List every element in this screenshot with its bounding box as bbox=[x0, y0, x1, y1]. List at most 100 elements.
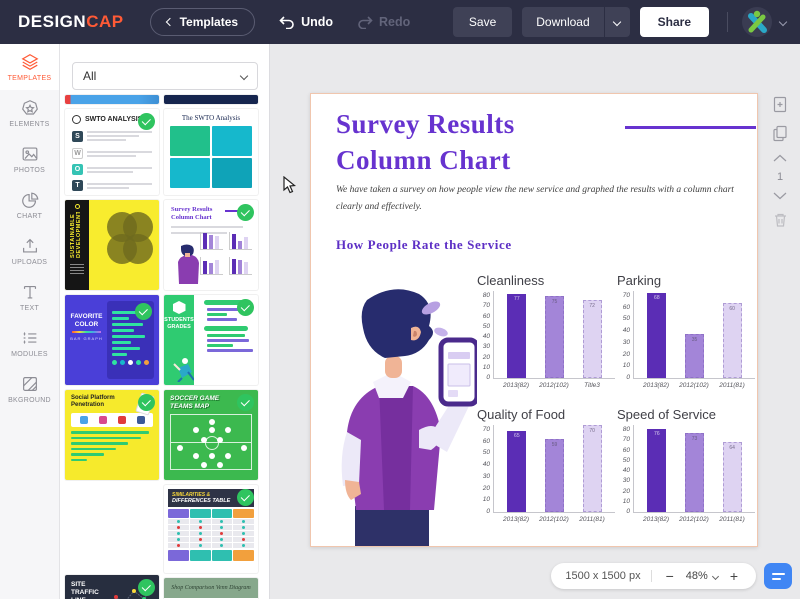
redo-button[interactable]: Redo bbox=[357, 15, 410, 29]
canvas-status-bar: 1500 x 1500 px − 48% + bbox=[551, 563, 756, 589]
instagram-icon bbox=[98, 416, 107, 424]
template-thumbnail-favorite-color[interactable]: FAVORITE COLOR BAR GRAPH bbox=[65, 295, 159, 385]
template-badge-icon bbox=[138, 394, 155, 411]
chart-plot-area: 76 73 64 bbox=[633, 425, 755, 513]
back-to-templates-button[interactable]: Templates bbox=[149, 8, 256, 36]
chart-bar[interactable]: 72 bbox=[582, 300, 602, 378]
template-thumbnail-survey-results[interactable]: Survey Results Column Chart bbox=[164, 200, 258, 290]
thumb-side-band: SUSTAINABLE DEVELOPMENT bbox=[65, 200, 89, 290]
hexagon-logo-icon bbox=[172, 301, 186, 314]
chart-title: Quality of Food bbox=[477, 407, 566, 422]
template-thumbnail-shop-comparison[interactable]: Shop Comparison Venn Diagram bbox=[164, 578, 258, 599]
add-page-icon[interactable] bbox=[772, 96, 788, 113]
design-canvas-page[interactable]: Survey Results Column Chart We have take… bbox=[310, 93, 758, 547]
text-icon bbox=[23, 285, 36, 299]
download-button[interactable]: Download bbox=[522, 7, 604, 37]
progress-bars bbox=[71, 431, 153, 461]
sidebar-item-chart[interactable]: CHART bbox=[0, 182, 59, 228]
chart-bar[interactable]: 70 bbox=[582, 425, 602, 512]
table-rows bbox=[168, 519, 254, 548]
account-menu-chevron[interactable] bbox=[778, 17, 788, 27]
sidebar-label: UPLOADS bbox=[11, 259, 48, 266]
thumb-title: SUSTAINABLE DEVELOPMENT bbox=[70, 212, 82, 258]
photos-image-icon bbox=[22, 147, 37, 161]
logo-cap: CAP bbox=[86, 12, 124, 31]
canvas-description-text[interactable]: We have taken a survey on how people vie… bbox=[336, 185, 734, 212]
chevron-down-icon bbox=[239, 71, 249, 81]
sidebar-item-uploads[interactable]: UPLOADS bbox=[0, 228, 59, 274]
person-with-phone-illustration[interactable] bbox=[315, 280, 477, 546]
template-thumbnail-students-grades[interactable]: STUDENTS GRADES bbox=[164, 295, 258, 385]
template-thumbnail-site-traffic[interactable]: SITE TRAFFIC LINE CHART bbox=[65, 575, 159, 599]
sidebar-item-modules[interactable]: MODULES bbox=[0, 320, 59, 366]
delete-page-icon[interactable] bbox=[773, 212, 788, 228]
designcap-logo: DESIGNCAP bbox=[18, 12, 124, 32]
column-chart-cleanliness[interactable]: Cleanliness 80 70 60 50 40 30 20 10 0 77 75 72 201… bbox=[477, 273, 615, 401]
thumb-title-band: Shop Comparison Venn Diagram bbox=[164, 578, 258, 598]
template-thumbnail-sustainable-development[interactable]: SUSTAINABLE DEVELOPMENT bbox=[65, 200, 159, 290]
chevron-down-icon bbox=[711, 572, 719, 580]
template-thumbnail-partial[interactable] bbox=[164, 95, 258, 104]
feedback-chat-button[interactable] bbox=[764, 563, 792, 589]
sidebar-label: TEMPLATES bbox=[7, 75, 52, 82]
sidebar-label: MODULES bbox=[11, 351, 48, 358]
sidebar-item-bkground[interactable]: BKGROUND bbox=[0, 366, 59, 412]
chart-x-labels: 2013(82) 2012(102) 2011(81) bbox=[642, 382, 745, 389]
template-thumbnail-swto-analysis[interactable]: SWTO ANALYSIS S W O T bbox=[65, 109, 159, 195]
chart-bar[interactable]: 77 bbox=[507, 294, 527, 378]
chart-bar[interactable]: 60 bbox=[722, 303, 742, 378]
duplicate-page-icon[interactable] bbox=[772, 125, 788, 142]
canvas-section-heading[interactable]: How People Rate the Service bbox=[336, 237, 512, 252]
chart-bar[interactable]: 75 bbox=[544, 296, 564, 378]
zoom-level-dropdown[interactable]: 48% bbox=[686, 570, 719, 582]
zoom-in-button[interactable]: + bbox=[726, 568, 742, 584]
chart-bar[interactable]: 35 bbox=[684, 334, 704, 378]
undo-icon bbox=[279, 15, 294, 29]
facebook-icon bbox=[136, 416, 145, 424]
user-avatar[interactable] bbox=[742, 7, 772, 37]
download-options-button[interactable] bbox=[603, 7, 630, 37]
sidebar-label: PHOTOS bbox=[13, 167, 46, 174]
pie-chart-icon bbox=[21, 192, 38, 208]
template-thumbnail-differences-table[interactable]: SIMILARITIES & DIFFERENCES TABLE bbox=[164, 485, 258, 573]
chart-title: Parking bbox=[617, 273, 662, 288]
chevron-down-icon bbox=[612, 17, 622, 27]
template-thumbnail-partial[interactable] bbox=[65, 95, 159, 104]
sidebar-item-templates[interactable]: TEMPLATES bbox=[0, 44, 59, 90]
template-thumbnail-soccer-game[interactable]: SOCCER GAME TEAMS MAP bbox=[164, 390, 258, 480]
chart-bar[interactable]: 73 bbox=[684, 433, 704, 512]
thumb-subtitle: BAR GRAPH bbox=[70, 336, 103, 341]
sidebar-item-text[interactable]: TEXT bbox=[0, 274, 59, 320]
canvas-title-text[interactable]: Survey Results Column Chart bbox=[336, 106, 515, 178]
chart-bar[interactable]: 59 bbox=[544, 439, 564, 512]
zoom-out-button[interactable]: − bbox=[662, 568, 678, 584]
chart-plot-area: 65 59 70 bbox=[493, 425, 615, 513]
template-thumbnail-social-platform[interactable]: Social Platform Penetration bbox=[65, 390, 159, 480]
page-down-icon[interactable] bbox=[773, 192, 787, 200]
chart-bar[interactable]: 64 bbox=[722, 442, 742, 512]
chart-title: Speed of Service bbox=[617, 407, 717, 422]
youtube-icon bbox=[117, 416, 126, 424]
title-underline[interactable] bbox=[625, 126, 756, 129]
undo-button[interactable]: Undo bbox=[279, 15, 333, 29]
chart-bar[interactable]: 68 bbox=[647, 293, 667, 378]
share-button[interactable]: Share bbox=[639, 7, 709, 37]
sidebar-item-photos[interactable]: PHOTOS bbox=[0, 136, 59, 182]
category-filter-dropdown[interactable]: All bbox=[72, 62, 258, 90]
chart-bar[interactable]: 76 bbox=[647, 429, 667, 512]
column-chart-speed-of-service[interactable]: Speed of Service 80 70 60 50 40 30 20 10 0 76 73 6… bbox=[617, 407, 755, 535]
template-thumbnail-the-swto-analysis[interactable]: The SWTO Analysis bbox=[164, 109, 258, 195]
column-chart-quality-of-food[interactable]: Quality of Food 70 60 50 40 30 20 10 0 65 59 70 2… bbox=[477, 407, 615, 535]
template-badge-icon bbox=[138, 113, 155, 130]
thumb-title: Shop Comparison Venn Diagram bbox=[171, 585, 251, 591]
sidebar-item-elements[interactable]: ELEMENTS bbox=[0, 90, 59, 136]
page-up-icon[interactable] bbox=[773, 154, 787, 162]
canvas-size-label: 1500 x 1500 px bbox=[565, 570, 641, 582]
twitter-icon bbox=[79, 416, 88, 424]
chart-y-axis: 80 70 60 50 40 30 20 10 0 bbox=[622, 426, 630, 515]
column-chart-parking[interactable]: Parking 70 60 50 40 30 20 10 0 68 35 60 2013(82) 2… bbox=[617, 273, 755, 401]
save-button[interactable]: Save bbox=[452, 7, 513, 37]
thumb-title: SITE TRAFFIC LINE CHART bbox=[71, 581, 99, 599]
mini-bar-charts bbox=[200, 232, 252, 275]
chart-bar[interactable]: 65 bbox=[507, 431, 527, 512]
